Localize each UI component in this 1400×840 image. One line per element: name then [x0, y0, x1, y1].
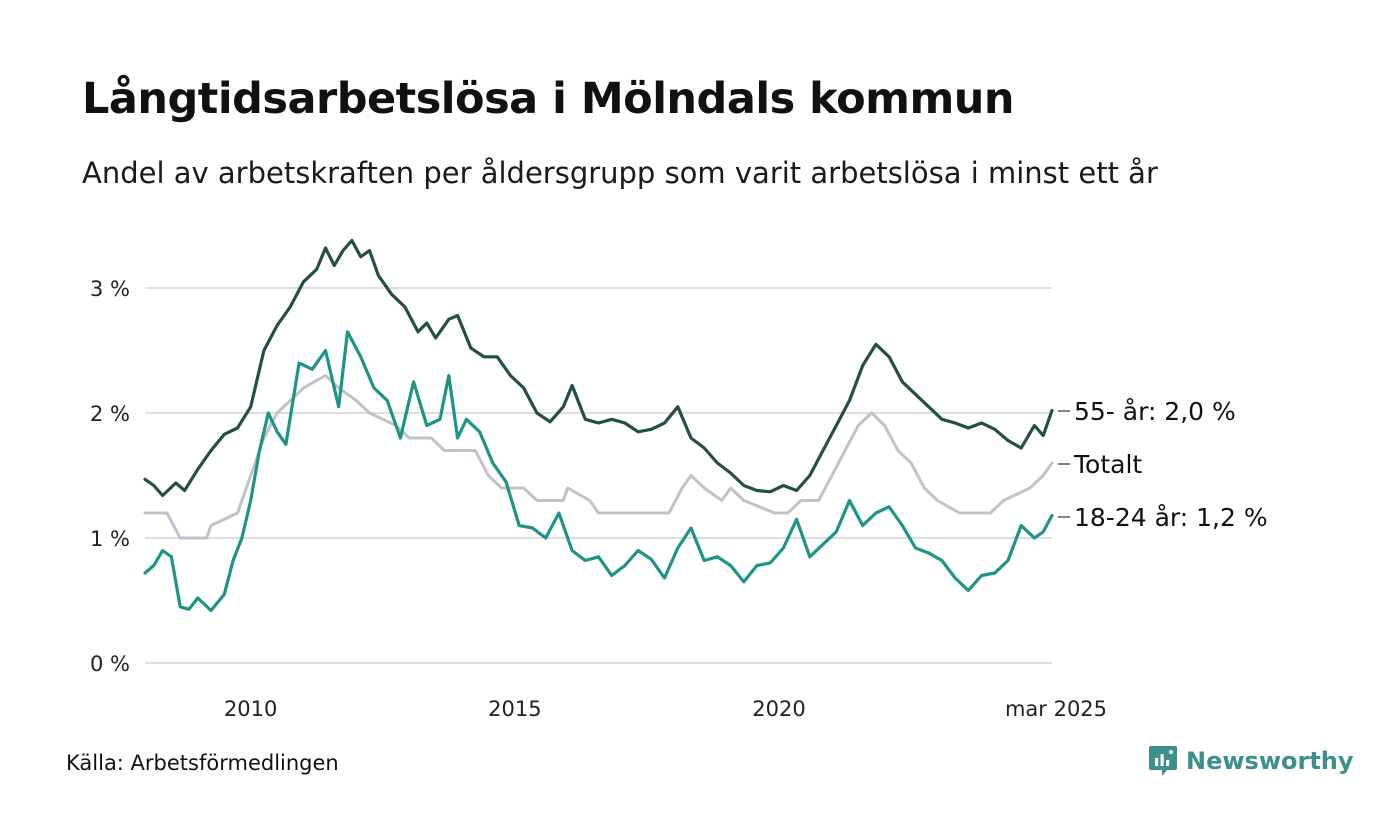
chart-subtitle: Andel av arbetskraften per åldersgrupp s… [82, 156, 1158, 190]
series-layer [143, 238, 1054, 613]
series-label-total: Totalt [1073, 450, 1142, 479]
series-label-older: 55- år: 2,0 % [1074, 397, 1236, 426]
chart-title: Långtidsarbetslösa i Mölndals kommun [82, 74, 1014, 124]
y-tick-label: 2 % [90, 402, 130, 426]
newsworthy-logo[interactable]: Newsworthy [1148, 744, 1354, 778]
x-tick-label: 2020 [752, 697, 805, 721]
line-chart: 0 % 1 % 2 % 3 % 2010 2015 2020 mar 2025 Totalt 1… [90, 238, 1268, 721]
x-tick-label: 2015 [488, 697, 541, 721]
series-line-older [143, 238, 1054, 498]
x-tick-label: 2010 [224, 697, 277, 721]
x-tick-label: mar 2025 [1005, 697, 1107, 721]
newsworthy-icon [1149, 746, 1177, 776]
y-tick-label: 1 % [90, 527, 130, 551]
series-line-young [143, 330, 1054, 613]
label-layer: Totalt 18-24 år: 1,2 % 55- år: 2,0 % [1058, 397, 1268, 532]
series-label-young: 18-24 år: 1,2 % [1074, 503, 1268, 532]
y-tick-label: 3 % [90, 277, 130, 301]
series-line-total [143, 374, 1054, 540]
brand-name: Newsworthy [1186, 747, 1354, 775]
grid-layer: 0 % 1 % 2 % 3 % 2010 2015 2020 mar 2025 [90, 277, 1107, 721]
y-tick-label: 0 % [90, 652, 130, 676]
source-note: Källa: Arbetsförmedlingen [66, 751, 339, 775]
